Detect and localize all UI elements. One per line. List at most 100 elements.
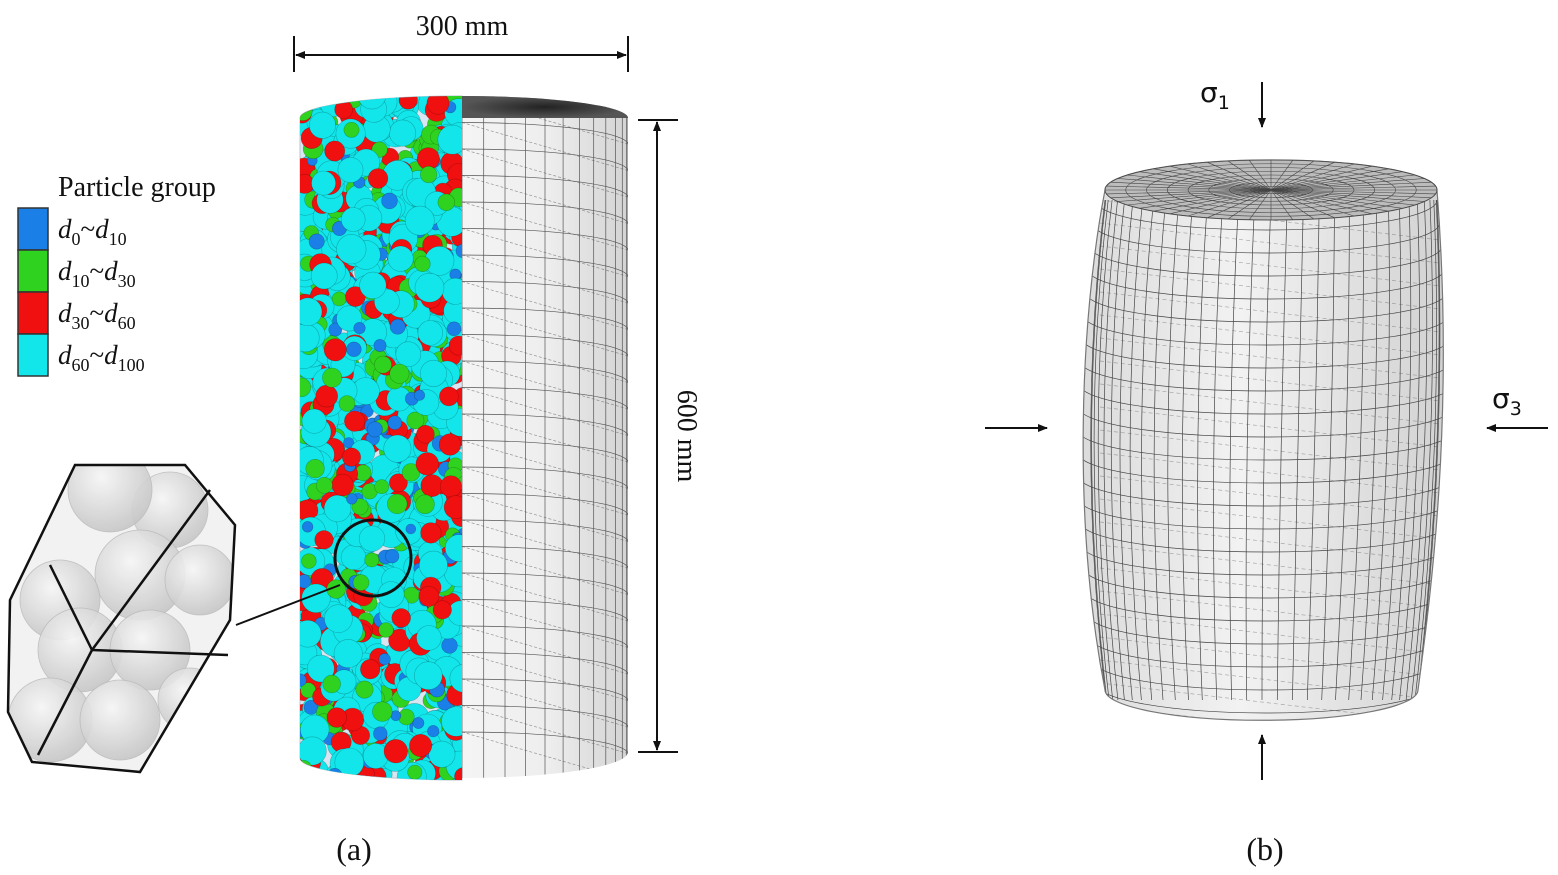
particle (387, 245, 414, 272)
mesh-line (1197, 199, 1208, 701)
legend: Particle group d0~d10d10~d30d30~d60d60~d… (17, 172, 216, 377)
particle (374, 355, 392, 374)
mesh-line (1306, 199, 1320, 701)
top-spoke (1169, 189, 1272, 215)
particle (300, 377, 312, 398)
mesh-diag (1099, 659, 1441, 701)
particle (334, 100, 354, 119)
particle (441, 706, 462, 737)
mesh-line (1083, 498, 1444, 530)
mesh-line (1141, 199, 1154, 701)
mesh-line (1083, 337, 1444, 369)
mesh-line (462, 307, 628, 331)
top-spoke (1270, 181, 1432, 191)
particle (353, 322, 366, 335)
mesh-line (1335, 199, 1350, 701)
top-spoke (1270, 189, 1436, 195)
base: d (104, 298, 118, 328)
particle (439, 475, 462, 498)
particle (418, 550, 448, 580)
mesh-line (462, 334, 628, 357)
mesh-line (1089, 636, 1443, 668)
particle (340, 207, 366, 232)
particle (383, 434, 412, 463)
particle (446, 321, 462, 337)
legend-swatch (17, 249, 49, 293)
panel-a-label: (a) (336, 831, 372, 867)
mesh-line (1083, 360, 1444, 392)
mesh-line (1093, 199, 1110, 701)
particle (300, 736, 327, 766)
mesh-diag (462, 175, 628, 224)
top-spoke (1207, 189, 1272, 218)
mesh-half (462, 96, 628, 778)
mesh-line (1091, 222, 1441, 254)
legend-swatch (17, 207, 49, 251)
particle (381, 192, 398, 210)
particle (319, 96, 334, 105)
particle (322, 674, 341, 694)
particle (301, 521, 314, 533)
mesh-line (1094, 199, 1438, 231)
particle (454, 767, 462, 780)
mesh-line (1119, 199, 1134, 701)
particle (438, 433, 462, 456)
particles (300, 96, 462, 780)
particle (413, 389, 426, 401)
specimen-a (299, 95, 628, 781)
mesh-diag (462, 678, 628, 728)
mesh-diag (462, 122, 628, 171)
mesh-diag (462, 307, 628, 357)
particle (324, 140, 346, 162)
sub: 30 (72, 313, 90, 333)
mesh-diag (462, 599, 628, 648)
mesh-line (462, 625, 628, 649)
particle (378, 653, 391, 666)
mesh-line (1213, 199, 1224, 701)
top-spoke (1270, 162, 1335, 191)
particle (314, 530, 334, 550)
top-spoke (1227, 189, 1272, 220)
mesh-diag (462, 652, 628, 701)
mesh-diag (1099, 291, 1441, 333)
mesh-line (1110, 199, 1125, 701)
particle (416, 424, 435, 444)
particle (322, 367, 343, 388)
mesh-line (462, 678, 628, 702)
legend-label: d60~d100 (58, 340, 145, 375)
panel-b-label: (b) (1246, 831, 1283, 867)
top-spoke (1270, 189, 1425, 202)
particle (355, 680, 374, 699)
mesh-diag (462, 493, 628, 542)
particle (367, 168, 389, 189)
mesh-diag (1099, 498, 1441, 540)
particle (300, 297, 323, 327)
mesh-diag (462, 440, 628, 489)
mesh-line (462, 228, 628, 251)
top-spoke (1227, 160, 1272, 191)
mesh-line (1090, 199, 1107, 701)
mesh-line (1167, 199, 1180, 701)
mesh-line (462, 254, 628, 278)
particle (308, 96, 324, 105)
legend-label: d0~d10 (58, 214, 127, 249)
mesh-line (1229, 199, 1239, 701)
mesh-diag (462, 201, 628, 251)
mesh-diag (1099, 475, 1441, 517)
particle (383, 739, 408, 764)
mesh-diag (1099, 245, 1441, 287)
particle (414, 255, 431, 273)
top-spoke (1270, 189, 1315, 220)
mesh-line (462, 599, 628, 622)
particle (305, 459, 325, 479)
top-spoke (1249, 160, 1272, 191)
particle (330, 771, 357, 780)
legend-title: Particle group (58, 172, 216, 203)
specimen-b (1082, 159, 1444, 721)
particle (415, 452, 439, 476)
top-spoke (1270, 189, 1415, 206)
particle (413, 661, 443, 691)
particle (426, 96, 450, 115)
mesh-line (1083, 567, 1444, 599)
